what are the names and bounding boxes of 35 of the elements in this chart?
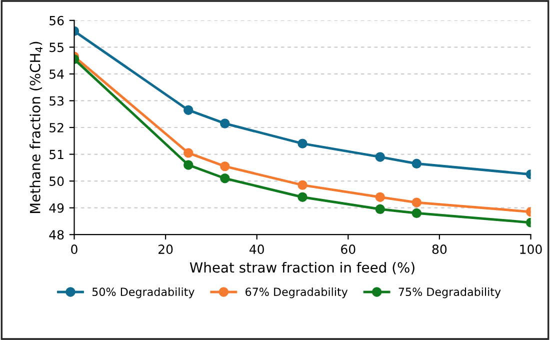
point: [184, 148, 194, 158]
y-tick-label: 51: [50, 150, 64, 160]
legend-label: 67% Degradability: [246, 287, 348, 298]
point: [184, 160, 194, 170]
point: [412, 208, 422, 218]
legend-label: 75% Degradability: [398, 287, 501, 298]
point: [220, 118, 230, 128]
legend-label: 50% Degradability: [92, 287, 194, 298]
x-axis-title: Wheat straw fraction in feed (%): [190, 262, 414, 274]
x-tick-label: 80: [432, 244, 447, 254]
point: [375, 152, 385, 162]
x-tick-label: 60: [341, 244, 356, 254]
point: [298, 180, 308, 190]
y-tick-label: 53: [50, 96, 64, 106]
x-tick-label: 20: [158, 244, 173, 254]
y-tick-label: 52: [50, 122, 64, 132]
y-axis-title: Methane fraction (%CH$_{4}$): [30, 42, 42, 214]
point: [220, 161, 230, 172]
y-tick-label: 54: [50, 70, 64, 79]
point: [412, 198, 422, 208]
point: [220, 174, 230, 184]
y-tick-label: 55: [50, 42, 64, 52]
point: [298, 192, 308, 202]
point: [412, 158, 422, 169]
x-tick-label: 0: [71, 244, 78, 254]
point: [298, 138, 308, 148]
x-tick-label: 40: [250, 244, 264, 254]
y-tick-label: 48: [49, 230, 64, 240]
x-tick-label: 100: [520, 244, 542, 254]
y-tick-label: 49: [49, 203, 64, 213]
point: [375, 192, 385, 202]
y-tick-label: 50: [50, 176, 64, 186]
y-tick-label: 56: [50, 16, 64, 26]
point: [184, 105, 194, 115]
point: [375, 204, 385, 214]
